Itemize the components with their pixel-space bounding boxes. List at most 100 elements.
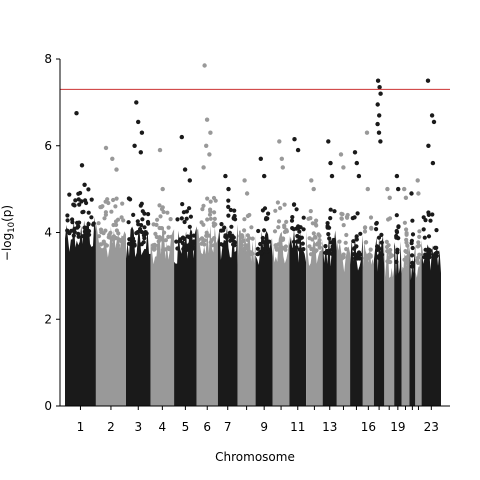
snp-point <box>258 241 263 247</box>
snp-point <box>386 243 391 248</box>
snp-point <box>131 212 136 217</box>
snp-point <box>386 255 391 260</box>
snp-point <box>308 252 314 257</box>
snp-point <box>184 247 189 252</box>
peak-snp-point <box>103 145 109 151</box>
snp-point <box>354 252 359 257</box>
snp-point <box>86 229 92 234</box>
snp-point <box>182 219 187 225</box>
snp-point <box>308 209 313 214</box>
snp-point <box>328 207 333 212</box>
snp-point <box>139 223 144 228</box>
peak-snp-point <box>364 130 370 135</box>
snp-point <box>328 240 333 245</box>
snp-point <box>226 198 231 203</box>
snp-point <box>146 212 151 217</box>
snp-point <box>212 236 217 241</box>
snp-point <box>284 229 289 234</box>
snp-point <box>256 228 261 234</box>
snp-point <box>103 228 108 233</box>
snp-point <box>208 216 213 221</box>
snp-point <box>73 198 78 203</box>
peak-snp-point <box>409 191 414 196</box>
snp-point <box>202 242 207 247</box>
snp-point <box>80 210 85 215</box>
snp-point <box>228 238 233 243</box>
snp-point <box>158 237 163 242</box>
snp-point <box>142 236 147 241</box>
snp-point <box>111 234 116 239</box>
snp-point <box>115 243 121 248</box>
snp-point <box>404 227 409 232</box>
snp-point <box>212 210 217 215</box>
snp-point <box>344 232 349 238</box>
y-tick-label: 4 <box>44 226 52 240</box>
snp-point <box>261 239 266 245</box>
peak-snp-point <box>280 165 285 170</box>
snp-point <box>314 218 319 223</box>
snp-point <box>410 232 416 237</box>
peak-snp-point <box>136 119 141 125</box>
snp-point <box>341 223 346 228</box>
peak-snp-point <box>207 152 212 157</box>
peak-snp-point <box>328 160 333 166</box>
snp-point <box>166 234 171 239</box>
snp-point <box>204 233 209 238</box>
snp-point <box>135 219 140 224</box>
snp-point <box>339 211 344 216</box>
snp-point <box>103 199 108 204</box>
snp-point <box>350 216 355 221</box>
snp-point <box>434 228 439 233</box>
x-tick-label: 23 <box>424 420 439 434</box>
snp-point <box>330 244 335 249</box>
peak-snp-point <box>429 113 435 118</box>
snp-point <box>201 203 206 208</box>
snp-point <box>374 227 379 232</box>
snp-point <box>339 216 344 221</box>
snp-point <box>344 247 349 252</box>
snp-point <box>166 245 171 250</box>
snp-point <box>410 245 415 251</box>
snp-point <box>155 243 161 248</box>
snp-point <box>184 216 189 221</box>
snp-point <box>179 216 184 221</box>
chromosome-1-dense-points <box>65 217 96 406</box>
peak-snp-point <box>377 85 382 90</box>
peak-snp-point <box>394 173 400 179</box>
peak-snp-point <box>110 156 115 161</box>
chromosome-8-dense-points <box>237 230 256 406</box>
snp-point <box>298 225 303 230</box>
snp-point <box>207 212 213 217</box>
snp-point <box>180 241 185 246</box>
snp-point <box>379 232 384 237</box>
snp-point <box>299 235 304 240</box>
snp-point <box>100 204 105 209</box>
snp-point <box>126 220 131 225</box>
chromosome-22-dense-points <box>415 255 422 406</box>
snp-point <box>404 237 409 242</box>
snp-point <box>199 220 204 225</box>
snp-point <box>422 255 427 260</box>
snp-point <box>294 245 299 250</box>
snp-point <box>317 238 322 243</box>
snp-point <box>212 216 217 221</box>
snp-point <box>378 255 383 260</box>
peak-snp-point <box>378 91 383 96</box>
peak-snp-point <box>356 173 362 179</box>
snp-point <box>307 244 312 249</box>
snp-point <box>297 247 302 252</box>
snp-point <box>272 229 278 234</box>
snp-point <box>395 247 400 253</box>
snp-point <box>355 256 360 261</box>
snp-point <box>245 233 250 238</box>
snp-point <box>390 253 395 258</box>
chromosome-6-dense-points <box>196 225 218 406</box>
y-tick-label: 0 <box>44 399 52 413</box>
snp-point <box>166 225 171 230</box>
snp-point <box>228 207 233 213</box>
y-axis-label-arg: (p) <box>0 205 14 222</box>
snp-point <box>363 225 368 230</box>
snp-point <box>345 212 350 218</box>
snp-point <box>283 244 288 249</box>
snp-point <box>264 216 269 221</box>
